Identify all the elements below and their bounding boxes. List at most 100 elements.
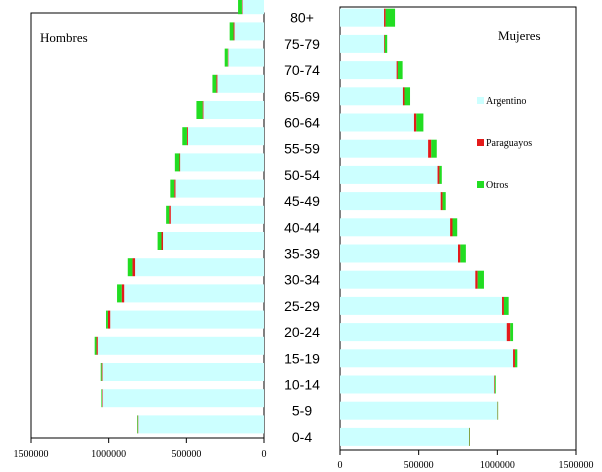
men-bar-argentino-40-44 [170,205,264,224]
men-bar-otros-55-59 [182,127,187,146]
age-label-50-54: 50-54 [284,167,320,183]
age-label-40-44: 40-44 [284,219,320,235]
men-bar-argentino-5-9 [102,389,264,408]
women-bar-otros-65-69 [404,87,411,106]
men-bar-argentino-80 [242,0,264,15]
women-bar-argentino-35-39 [340,244,458,263]
men-bar-paraguayos-75-79 [233,22,235,41]
men-bar-otros-50-54 [174,153,180,172]
women-bar-otros-30-34 [477,270,484,289]
women-tick-label-3: 1500000 [559,460,594,471]
men-bar-otros-15-19 [94,336,97,355]
women-bar-paraguayos-75-79 [384,34,385,53]
women-bar-paraguayos-35-39 [458,244,461,263]
men-bar-argentino-0-4 [138,415,264,434]
men-tick-label-2: 500000 [171,449,201,460]
women-bar-paraguayos-45-49 [440,192,443,211]
men-bar-argentino-65-69 [217,74,264,93]
women-bar-argentino-75-79 [340,34,385,53]
women-bar-paraguayos-70-74 [396,61,398,80]
men-bar-argentino-50-54 [180,153,264,172]
men-x-ticks: 1500000 1000000 500000 0 [14,438,267,460]
women-bar-otros-70-74 [397,61,403,80]
men-bar-otros-45-49 [170,179,175,198]
men-bar-otros-65-69 [212,74,217,93]
age-label-15-19: 15-19 [284,350,320,366]
women-tick-label-2: 1000000 [480,460,515,471]
men-bar-argentino-20-24 [110,310,264,329]
women-bar-otros-50-54 [439,165,442,184]
men-tick-label-3: 0 [262,449,267,460]
women-bar-paraguayos-50-54 [437,165,440,184]
women-bar-paraguayos-40-44 [450,218,453,237]
women-bar-otros-80 [385,8,396,27]
women-bars [340,8,518,446]
women-bar-otros-0-4 [469,427,470,446]
men-bar-otros-75-79 [229,22,234,41]
women-bar-argentino-65-69 [340,87,403,106]
women-tick-label-0: 0 [338,460,343,471]
women-bar-otros-35-39 [460,244,466,263]
men-bar-argentino-60-64 [203,101,264,119]
men-bar-paraguayos-35-39 [161,232,164,250]
women-bar-paraguayos-55-59 [428,139,432,158]
men-bar-argentino-35-39 [163,232,264,250]
age-label-0-4: 0-4 [292,429,312,445]
legend: Argentino Paraguayos Otros [477,96,532,191]
men-bar-otros-70-74 [224,48,228,67]
age-label-5-9: 5-9 [292,403,312,419]
men-bar-argentino-15-19 [97,336,264,355]
women-bar-argentino-15-19 [340,349,514,368]
men-bar-paraguayos-70-74 [227,48,229,67]
women-bar-otros-25-29 [503,296,509,315]
men-bar-paraguayos-0-4 [137,415,139,434]
men-bar-paraguayos-80 [241,0,243,15]
women-panel-title: Mujeres [498,28,541,43]
age-label-60-64: 60-64 [284,115,320,131]
men-bar-argentino-10-14 [102,363,264,381]
age-label-65-69: 65-69 [284,88,320,104]
women-bar-paraguayos-60-64 [413,113,417,132]
women-bar-paraguayos-15-19 [513,349,515,368]
age-label-70-74: 70-74 [284,62,320,78]
legend-swatch-argentino [477,97,484,104]
women-bar-otros-45-49 [442,192,446,211]
women-bar-paraguayos-20-24 [506,323,511,342]
legend-label-paraguayos: Paraguayos [486,138,532,149]
women-bar-paraguayos-65-69 [402,87,405,106]
women-bar-paraguayos-10-14 [494,375,495,394]
men-bar-paraguayos-25-29 [121,284,125,303]
men-bar-otros-40-44 [166,205,170,224]
men-bar-argentino-45-49 [175,179,264,198]
women-bar-argentino-50-54 [340,165,438,184]
men-bar-paraguayos-5-9 [101,389,103,408]
women-bar-argentino-80 [340,8,385,27]
women-bar-otros-10-14 [494,375,496,394]
men-bar-paraguayos-45-49 [174,179,176,198]
age-label-80: 80+ [290,10,314,26]
women-bar-otros-55-59 [431,139,437,158]
women-bar-otros-40-44 [452,218,458,237]
men-bar-otros-10-14 [100,363,102,381]
women-bar-otros-20-24 [510,323,514,342]
men-bar-paraguayos-55-59 [186,127,188,146]
women-bar-otros-60-64 [416,113,424,132]
men-bar-argentino-55-59 [187,127,264,146]
women-x-ticks: 0 500000 1000000 1500000 [338,450,594,471]
age-label-30-34: 30-34 [284,272,320,288]
age-label-35-39: 35-39 [284,246,320,262]
men-bars [94,0,264,434]
men-tick-label-0: 1500000 [14,449,49,460]
age-label-55-59: 55-59 [284,141,320,157]
age-label-10-14: 10-14 [284,377,320,393]
men-bar-argentino-70-74 [228,48,264,67]
men-bar-paraguayos-40-44 [169,205,171,224]
men-tick-label-1: 1000000 [91,449,126,460]
men-bar-otros-0-4 [137,415,138,434]
women-bar-argentino-10-14 [340,375,495,394]
men-bar-argentino-75-79 [234,22,264,41]
women-bar-argentino-60-64 [340,113,414,132]
women-bar-paraguayos-30-34 [475,270,478,289]
men-bar-paraguayos-30-34 [132,258,136,277]
